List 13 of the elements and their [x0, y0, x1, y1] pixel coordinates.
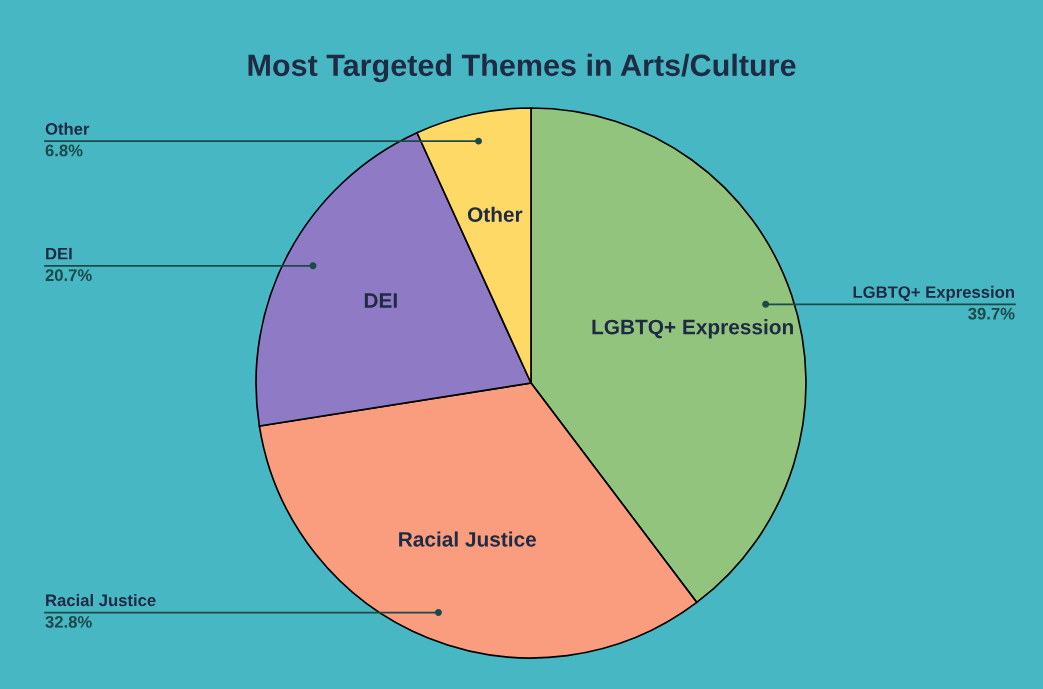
data-label: 6.8% — [45, 144, 83, 157]
slice-label: LGBTQ+ Expression — [853, 285, 1014, 302]
data-label: 39.7% — [968, 307, 1015, 320]
data-label: 32.8% — [45, 615, 92, 628]
slice-label: LGBTQ+ Expression — [592, 319, 793, 339]
chart-title: Most Targeted Themes in Arts/Culture — [248, 53, 796, 83]
slice-label: Other — [45, 122, 90, 135]
slice-label: DEI — [364, 293, 397, 308]
slice-label: Racial Justice — [46, 594, 156, 607]
slice-label: Racial Justice — [399, 531, 537, 547]
slice-label: Other — [467, 206, 523, 222]
slice-label: DEI — [46, 247, 72, 260]
data-label: 20.7% — [45, 269, 92, 282]
